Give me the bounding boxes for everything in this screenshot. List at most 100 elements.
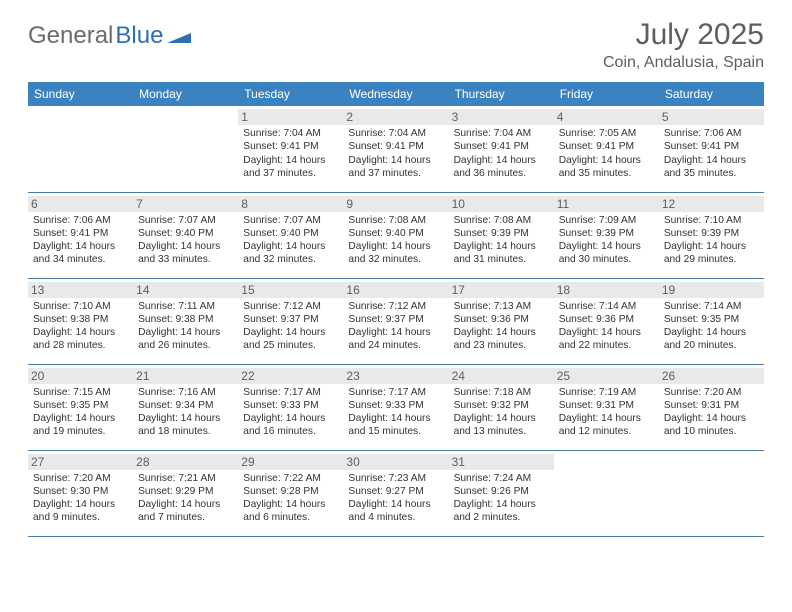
day-details: Sunrise: 7:20 AMSunset: 9:31 PMDaylight:… [664,386,759,439]
calendar-cell: 5 Sunrise: 7:06 AMSunset: 9:41 PMDaylight… [659,106,764,192]
day-number: 17 [449,282,554,298]
calendar-cell: 22 Sunrise: 7:17 AMSunset: 9:33 PMDayligh… [238,364,343,450]
day-details: Sunrise: 7:04 AMSunset: 9:41 PMDaylight:… [243,127,338,180]
day-number: 4 [554,109,659,125]
daylight-line2: and 29 minutes. [664,253,759,266]
daylight-line2: and 37 minutes. [243,167,338,180]
calendar-cell: 15Sunrise: 7:12 AMSunset: 9:37 PMDayligh… [238,278,343,364]
calendar-row: 6Sunrise: 7:06 AMSunset: 9:41 PMDaylight… [28,192,764,278]
daylight-line2: and 25 minutes. [243,339,338,352]
daylight-line1: Daylight: 14 hours [664,412,759,425]
daylight-line1: Daylight: 14 hours [454,154,549,167]
day-details: Sunrise: 7:17 AMSunset: 9:33 PMDaylight:… [243,386,338,439]
day-details: Sunrise: 7:23 AMSunset: 9:27 PMDaylight:… [348,472,443,525]
day-number: 11 [554,196,659,212]
calendar-cell: 14 Sunrise: 7:11 AMSunset: 9:38 PMDayligh… [133,278,238,364]
sunset-text: Sunset: 9:39 PM [559,227,654,240]
daylight-line2: and 26 minutes. [138,339,233,352]
day-number: 9 [343,196,448,212]
sunset-text: Sunset: 9:40 PM [243,227,338,240]
daylight-line1: Daylight: 14 hours [348,240,443,253]
day-number: 7 [133,196,238,212]
daylight-line1: Daylight: 14 hours [33,412,128,425]
daylight-line1: Daylight: 14 hours [33,326,128,339]
day-details: Sunrise: 7:08 AMSunset: 9:39 PMDaylight:… [454,214,549,267]
day-details: Sunrise: 7:21 AMSunset: 9:29 PMDaylight:… [138,472,233,525]
day-number: 10 [449,196,554,212]
day-details: Sunrise: 7:07 AMSunset: 9:40 PMDaylight:… [243,214,338,267]
brand-part1: General [28,22,113,50]
sunrise-text: Sunrise: 7:24 AM [454,472,549,485]
daylight-line2: and 22 minutes. [559,339,654,352]
day-details: Sunrise: 7:12 AMSunset: 9:37 PMDaylight:… [348,300,443,353]
sunrise-text: Sunrise: 7:14 AM [664,300,759,313]
daylight-line2: and 4 minutes. [348,511,443,524]
day-number: 2 [343,109,448,125]
daylight-line1: Daylight: 14 hours [138,240,233,253]
col-saturday: Saturday [659,82,764,106]
sunrise-text: Sunrise: 7:19 AM [559,386,654,399]
day-details: Sunrise: 7:08 AMSunset: 9:40 PMDaylight:… [348,214,443,267]
daylight-line1: Daylight: 14 hours [138,326,233,339]
sunrise-text: Sunrise: 7:07 AM [243,214,338,227]
day-details: Sunrise: 7:09 AMSunset: 9:39 PMDaylight:… [559,214,654,267]
sunrise-text: Sunrise: 7:10 AM [664,214,759,227]
sunset-text: Sunset: 9:41 PM [33,227,128,240]
day-details: Sunrise: 7:05 AMSunset: 9:41 PMDaylight:… [559,127,654,180]
day-details: Sunrise: 7:11 AMSunset: 9:38 PMDaylight:… [138,300,233,353]
sunrise-text: Sunrise: 7:04 AM [348,127,443,140]
calendar-cell: 8Sunrise: 7:07 AMSunset: 9:40 PMDaylight… [238,192,343,278]
calendar-cell: 16Sunrise: 7:12 AMSunset: 9:37 PMDayligh… [343,278,448,364]
daylight-line2: and 24 minutes. [348,339,443,352]
sunrise-text: Sunrise: 7:14 AM [559,300,654,313]
daylight-line1: Daylight: 14 hours [348,326,443,339]
daylight-line2: and 13 minutes. [454,425,549,438]
day-details: Sunrise: 7:10 AMSunset: 9:38 PMDaylight:… [33,300,128,353]
day-details: Sunrise: 7:15 AMSunset: 9:35 PMDaylight:… [33,386,128,439]
col-wednesday: Wednesday [343,82,448,106]
calendar-cell: 2 Sunrise: 7:04 AMSunset: 9:41 PMDaylight… [343,106,448,192]
title-block: July 2025 Coin, Andalusia, Spain [603,18,764,72]
daylight-line2: and 35 minutes. [559,167,654,180]
calendar-cell [554,450,659,536]
calendar-cell: 24Sunrise: 7:18 AMSunset: 9:32 PMDayligh… [449,364,554,450]
daylight-line1: Daylight: 14 hours [454,412,549,425]
calendar-cell: 20Sunrise: 7:15 AMSunset: 9:35 PMDayligh… [28,364,133,450]
calendar-cell: 17Sunrise: 7:13 AMSunset: 9:36 PMDayligh… [449,278,554,364]
daylight-line1: Daylight: 14 hours [243,412,338,425]
daylight-line2: and 7 minutes. [138,511,233,524]
day-details: Sunrise: 7:06 AMSunset: 9:41 PMDaylight:… [664,127,759,180]
calendar-cell [133,106,238,192]
day-number: 22 [238,368,343,384]
day-details: Sunrise: 7:24 AMSunset: 9:26 PMDaylight:… [454,472,549,525]
daylight-line2: and 19 minutes. [33,425,128,438]
daylight-line1: Daylight: 14 hours [454,326,549,339]
day-number: 23 [343,368,448,384]
sunrise-text: Sunrise: 7:12 AM [243,300,338,313]
month-title: July 2025 [603,18,764,52]
daylight-line2: and 30 minutes. [559,253,654,266]
day-number: 14 [133,282,238,298]
day-details: Sunrise: 7:18 AMSunset: 9:32 PMDaylight:… [454,386,549,439]
calendar-cell [659,450,764,536]
daylight-line1: Daylight: 14 hours [559,412,654,425]
daylight-line2: and 12 minutes. [559,425,654,438]
sunset-text: Sunset: 9:39 PM [664,227,759,240]
calendar-cell: 10 Sunrise: 7:08 AMSunset: 9:39 PMDayligh… [449,192,554,278]
sunrise-text: Sunrise: 7:13 AM [454,300,549,313]
day-number: 5 [659,109,764,125]
sunrise-text: Sunrise: 7:06 AM [664,127,759,140]
daylight-line1: Daylight: 14 hours [664,326,759,339]
day-details: Sunrise: 7:14 AMSunset: 9:36 PMDaylight:… [559,300,654,353]
sunrise-text: Sunrise: 7:22 AM [243,472,338,485]
calendar-cell: 28Sunrise: 7:21 AMSunset: 9:29 PMDayligh… [133,450,238,536]
day-details: Sunrise: 7:04 AMSunset: 9:41 PMDaylight:… [348,127,443,180]
sunrise-text: Sunrise: 7:04 AM [243,127,338,140]
calendar-cell: 31Sunrise: 7:24 AMSunset: 9:26 PMDayligh… [449,450,554,536]
daylight-line1: Daylight: 14 hours [33,240,128,253]
calendar-cell: 19Sunrise: 7:14 AMSunset: 9:35 PMDayligh… [659,278,764,364]
sunset-text: Sunset: 9:33 PM [243,399,338,412]
daylight-line2: and 2 minutes. [454,511,549,524]
sunrise-text: Sunrise: 7:17 AM [348,386,443,399]
day-details: Sunrise: 7:04 AMSunset: 9:41 PMDaylight:… [454,127,549,180]
